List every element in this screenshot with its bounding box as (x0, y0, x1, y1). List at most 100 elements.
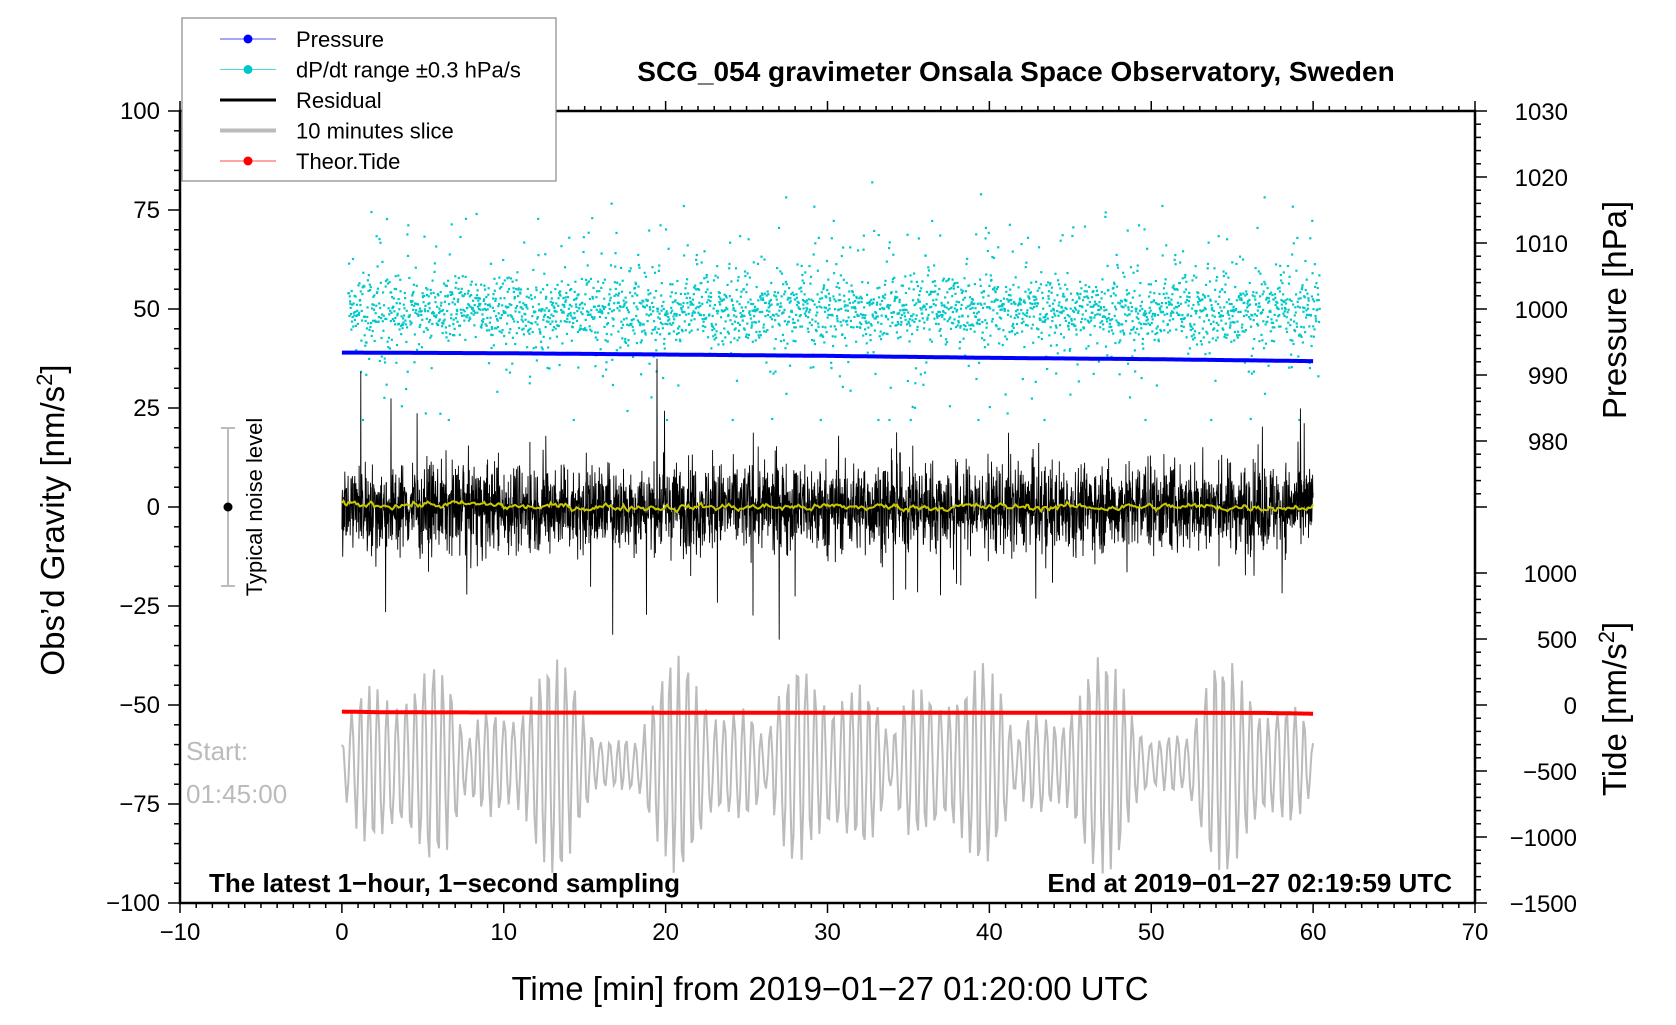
dpdt-point (501, 282, 504, 285)
dpdt-point (1307, 313, 1311, 317)
dpdt-point (522, 333, 526, 336)
dpdt-point (744, 274, 747, 278)
dpdt-point (1066, 288, 1069, 291)
dpdt-point (733, 328, 736, 331)
dpdt-point (908, 287, 911, 290)
dpdt-point (627, 311, 630, 314)
dpdt-point (1034, 295, 1037, 299)
dpdt-point (780, 272, 784, 275)
dpdt-point (1023, 299, 1026, 302)
dpdt-point (616, 307, 619, 310)
dpdt-point (736, 279, 740, 282)
dpdt-point (368, 328, 371, 332)
dpdt-point (791, 318, 795, 321)
dpdt-point (624, 296, 627, 299)
dpdt-point (1106, 264, 1109, 267)
dpdt-point (1113, 281, 1116, 284)
dpdt-point (910, 314, 913, 318)
dpdt-point (588, 297, 592, 301)
dpdt-point (1029, 291, 1033, 294)
dpdt-point (842, 319, 845, 322)
pressure-tick-label: 1030 (1515, 99, 1568, 126)
dpdt-point (1103, 309, 1106, 312)
dpdt-point (539, 332, 542, 335)
dpdt-point (719, 303, 722, 306)
dpdt-point (438, 318, 441, 321)
dpdt-point (877, 296, 881, 299)
dpdt-point (927, 266, 930, 269)
dpdt-point (1219, 306, 1222, 309)
dpdt-point (747, 301, 750, 304)
dpdt-point (1149, 283, 1153, 286)
dpdt-point (1282, 293, 1285, 296)
dpdt-point (581, 313, 584, 316)
pressure-tick-label: 990 (1528, 363, 1568, 390)
dpdt-point (648, 362, 651, 365)
dpdt-point (1255, 314, 1258, 317)
dpdt-point (1012, 283, 1015, 286)
dpdt-point (1019, 303, 1022, 306)
dpdt-point (1034, 302, 1037, 305)
dpdt-point (648, 306, 651, 309)
dpdt-point (636, 308, 639, 311)
dpdt-point (772, 314, 775, 317)
dpdt-point (452, 318, 455, 321)
dpdt-point (1229, 321, 1232, 324)
dpdt-point (880, 314, 883, 317)
dpdt-point (794, 340, 797, 343)
dpdt-point (1122, 306, 1125, 309)
dpdt-point (1215, 279, 1218, 282)
dpdt-point (741, 319, 744, 322)
dpdt-point (707, 336, 710, 339)
dpdt-point (1067, 328, 1070, 331)
dpdt-point (429, 292, 433, 295)
dpdt-point (886, 303, 889, 307)
dpdt-point (960, 291, 964, 294)
dpdt-point (430, 334, 433, 337)
dpdt-point (959, 324, 962, 328)
dpdt-point (1307, 297, 1310, 300)
dpdt-point (676, 302, 679, 305)
dpdt-point (918, 293, 921, 297)
dpdt-point (605, 368, 608, 371)
dpdt-point (1273, 313, 1276, 317)
dpdt-point (1025, 315, 1028, 318)
dpdt-point (1088, 285, 1091, 288)
dpdt-point (620, 290, 624, 293)
dpdt-point (359, 303, 362, 307)
dpdt-point (676, 327, 680, 330)
dpdt-point (776, 291, 780, 294)
dpdt-point (850, 325, 853, 329)
dpdt-point (1129, 266, 1133, 269)
tide-tick-label: −1500 (1510, 891, 1577, 918)
dpdt-point (970, 302, 973, 305)
dpdt-point (1312, 308, 1315, 311)
dpdt-point (475, 212, 478, 216)
dpdt-point (705, 273, 708, 277)
dpdt-point (1059, 287, 1062, 290)
dpdt-point (1031, 307, 1034, 310)
dpdt-point (360, 339, 363, 342)
dpdt-point (920, 308, 923, 311)
dpdt-point (378, 359, 381, 363)
dpdt-point (434, 301, 437, 304)
dpdt-point (996, 312, 999, 315)
dpdt-point (979, 302, 982, 305)
dpdt-point (609, 296, 612, 299)
dpdt-point (428, 307, 431, 310)
dpdt-point (788, 301, 791, 304)
dpdt-point (1180, 318, 1183, 321)
dpdt-point (1301, 341, 1304, 344)
dpdt-point (1241, 330, 1244, 333)
dpdt-point (489, 262, 492, 265)
dpdt-point (849, 319, 853, 323)
dpdt-point (386, 278, 389, 281)
dpdt-point (1101, 320, 1104, 323)
dpdt-point (1172, 311, 1175, 314)
dpdt-point (1079, 292, 1082, 295)
dpdt-point (775, 295, 778, 298)
dpdt-point (692, 293, 695, 296)
dpdt-point (717, 343, 720, 346)
dpdt-point (658, 317, 661, 320)
dpdt-point (1187, 304, 1190, 307)
